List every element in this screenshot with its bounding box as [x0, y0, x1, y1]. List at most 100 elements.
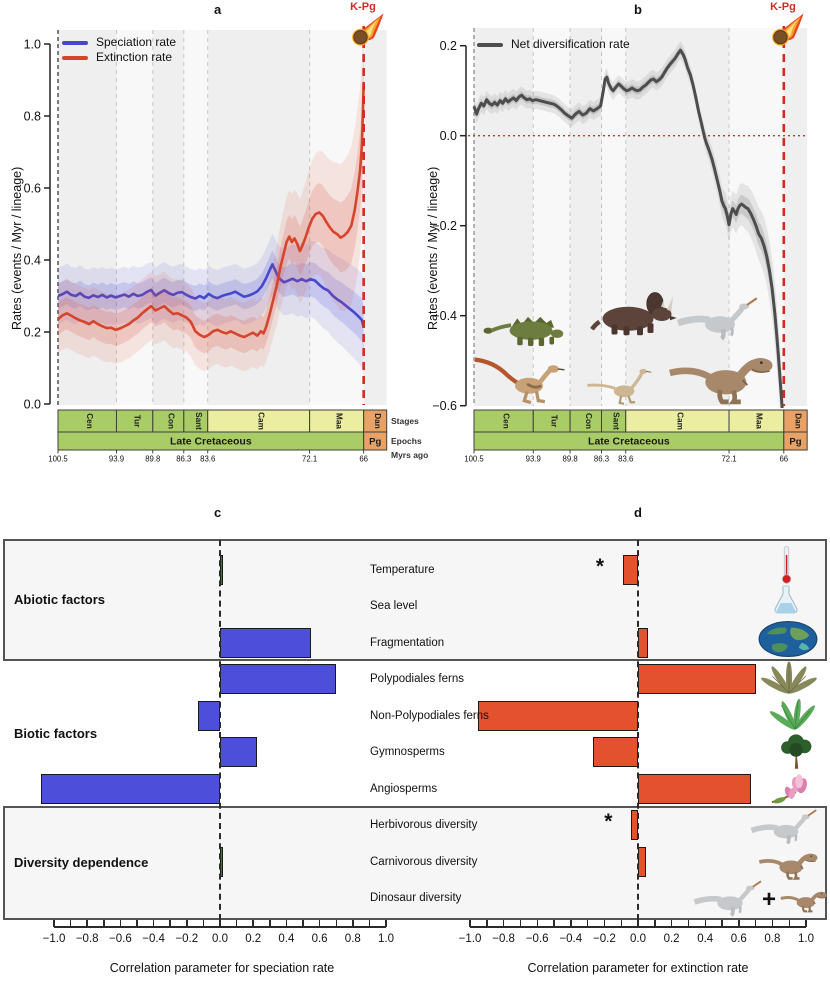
- hadrosaur-icon: [749, 807, 823, 844]
- netdiv-legend-label: Net diversification rate: [511, 37, 630, 51]
- bar-d-angiosperms: [638, 773, 751, 804]
- epoch-label: Pg: [789, 437, 801, 448]
- x-axis-tick-d: [620, 920, 622, 927]
- myr-tick-label: 83.6: [618, 455, 633, 464]
- x-axis-title-d: Correlation parameter for extinction rat…: [527, 961, 749, 975]
- x-axis-tick-label-d: 0.4: [697, 933, 714, 945]
- x-axis-tick-d: [637, 920, 639, 927]
- x-axis-tick-c: [368, 920, 371, 927]
- group-label-diversity: Diversity dependence: [14, 855, 149, 870]
- ceratopsian-icon: [589, 276, 679, 342]
- diversity-dependence-box: [3, 806, 827, 920]
- x-axis-tick-label-c: −0.6: [109, 933, 132, 945]
- stage-label: Tur: [133, 415, 142, 428]
- x-axis-tick-c: [136, 920, 138, 927]
- x-axis-tick-label-d: −1.0: [458, 933, 482, 945]
- plot-stage-band: [183, 30, 208, 405]
- x-axis-tick-c: [252, 920, 254, 927]
- myr-tick-label: 86.3: [176, 455, 191, 464]
- stage-label: Sant: [612, 412, 621, 430]
- x-axis-tick-d: [553, 920, 555, 927]
- gymnosperm-tree-icon: [773, 731, 819, 771]
- x-axis-tick-d: [738, 920, 740, 927]
- legend-panel-b: Net diversification rate: [477, 37, 630, 52]
- bar-d-temperature: [622, 555, 638, 585]
- x-axis-tick-d: [805, 920, 807, 927]
- row-label-fragmentation: Fragmentation: [370, 636, 445, 649]
- group-label-abiotic: Abiotic factors: [14, 592, 106, 607]
- x-axis-tick-c: [69, 920, 72, 927]
- x-axis-tick-label-c: 0.2: [245, 933, 262, 945]
- abiotic-factors-box: [3, 539, 827, 661]
- y-axis-tick-label: 0.2: [440, 39, 457, 53]
- x-axis-tick-d: [704, 920, 706, 927]
- x-axis-tick-d: [570, 920, 572, 927]
- speciation-rate-line: [57, 263, 365, 328]
- y-axis-tick-label: 0.6: [24, 182, 41, 196]
- row-label-angiosperms: Angiosperms: [370, 782, 438, 795]
- extinction-rate-line: [57, 83, 365, 339]
- x-axis-tick-c: [318, 920, 321, 927]
- x-axis-tick-c: [219, 920, 221, 927]
- myr-tick-label: 89.8: [145, 455, 160, 464]
- y-axis-label-b: Rates (events / Myr / lineage): [426, 166, 440, 330]
- stage-label: Sant: [194, 412, 203, 430]
- x-axis-tick-c: [269, 920, 271, 927]
- x-axis-tick-label-d: −0.4: [559, 933, 583, 945]
- ankylosaurus-icon: [474, 300, 582, 346]
- stage-label: Maa: [335, 413, 344, 429]
- myr-tick-label: 66: [359, 455, 368, 464]
- zero-dashed-line-c: [219, 540, 221, 920]
- kpg-label-a: K-Pg: [350, 1, 376, 13]
- y-axis-tick-label: 0.0: [24, 398, 41, 412]
- panels-ab-canvas: 0.0 0.2 0.4 0.6 0.8 1.0 Cen Tur Con Sant Cam Maa Dan…: [24, 26, 808, 464]
- stage-label: Cen: [85, 413, 94, 428]
- netdiv-line-swatch: [477, 43, 503, 47]
- bar-d-gymnosperms: [592, 737, 638, 768]
- x-axis-tick-c: [152, 920, 155, 927]
- bar-d-non-polypodiales-ferns: [478, 700, 638, 731]
- myr-tick-label: 100.5: [464, 455, 484, 464]
- myr-tick-label: 86.3: [594, 455, 609, 464]
- kpg-label-b: K-Pg: [770, 1, 796, 13]
- extinction-rate-confidence-band: [58, 43, 364, 354]
- plot-stage-band: [474, 28, 534, 406]
- x-axis-tick-c: [202, 920, 205, 927]
- epoch-box: [363, 431, 388, 451]
- myr-tick-label: 72.1: [721, 455, 736, 464]
- x-axis-tick-c: [53, 920, 55, 927]
- panel-letter-a: a: [214, 2, 222, 17]
- x-axis-tick-label-d: 0.6: [730, 933, 747, 945]
- x-axis-tick-label-c: −0.2: [175, 933, 199, 945]
- plot-stage-band: [207, 30, 310, 405]
- x-axis-tick-label-d: 1.0: [798, 933, 814, 945]
- timeline-epochs-label: Epochs: [391, 436, 422, 446]
- bar-d-polypodiales-ferns: [638, 664, 756, 695]
- stage-label: Con: [584, 413, 593, 429]
- legend-panel-a: Speciation rate Extinction rate: [62, 35, 176, 65]
- stage-label: Cam: [675, 412, 684, 430]
- dinosaur-pair-theropod-icon: [780, 879, 830, 917]
- x-axis-tick-d: [519, 920, 522, 927]
- x-axis-tick-d: [721, 920, 723, 927]
- polypodiales-fern-icon: [759, 659, 819, 696]
- non-polypodiales-fern-icon: [770, 696, 820, 732]
- myr-tick-label: 66: [779, 455, 788, 464]
- dinosaur-pair-hadrosaur-icon: [692, 876, 768, 918]
- row-label-carnivorous-diversity: Carnivorous diversity: [370, 855, 478, 868]
- myr-tick-label: 89.8: [562, 455, 577, 464]
- x-axis-tick-label-c: −0.4: [142, 933, 165, 945]
- y-axis-tick-label: −0.4: [432, 309, 457, 323]
- panel-letter-c: c: [214, 505, 222, 520]
- bar-c-angiosperms: [40, 773, 220, 804]
- row-label-non-polypodiales-ferns: Non-Polypodiales ferns: [370, 709, 489, 722]
- x-axis-tick-label-d: 0.8: [764, 933, 781, 945]
- tyrannosaurus-icon: [668, 338, 780, 406]
- x-axis-tick-d: [536, 920, 538, 927]
- myr-tick-label: 83.6: [200, 455, 215, 464]
- dinosaur-diversity-plus-marker: +: [762, 886, 777, 913]
- y-axis-tick-label: 1.0: [24, 38, 41, 52]
- legend-item-netdiv: Net diversification rate: [477, 37, 630, 52]
- y-axis-tick-label: −0.2: [432, 219, 457, 233]
- legend-item-speciation: Speciation rate: [62, 35, 176, 50]
